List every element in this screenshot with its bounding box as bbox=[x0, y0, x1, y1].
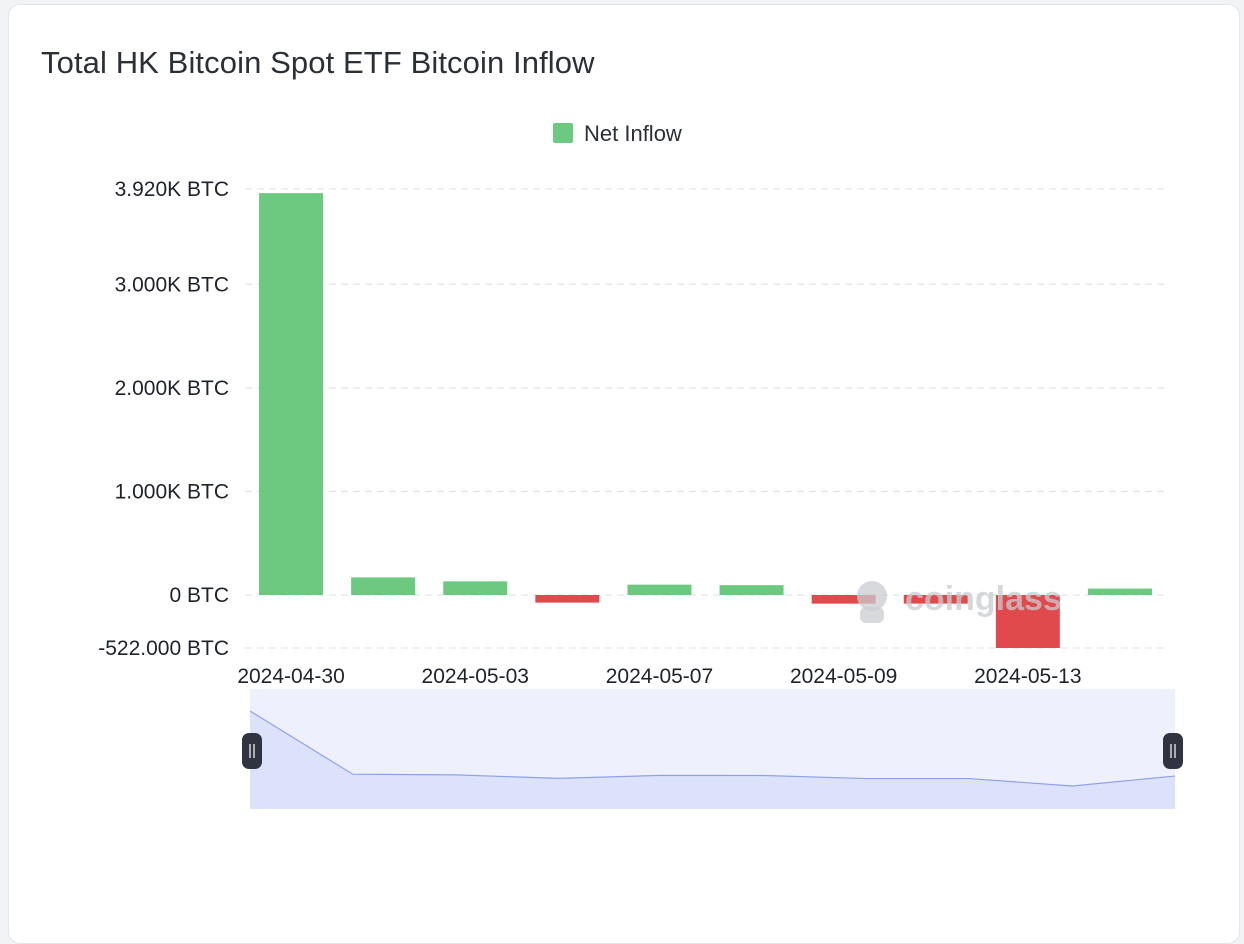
bar[interactable] bbox=[719, 585, 784, 595]
legend-swatch[interactable] bbox=[553, 123, 573, 143]
y-tick-label: 3.920K BTC bbox=[115, 178, 229, 201]
y-tick-label: 2.000K BTC bbox=[115, 377, 229, 400]
watermark-text: coinglass bbox=[905, 580, 1062, 618]
legend-label[interactable]: Net Inflow bbox=[584, 121, 682, 146]
bar[interactable] bbox=[443, 581, 508, 595]
x-tick-label: 2024-05-09 bbox=[790, 665, 897, 688]
bar[interactable] bbox=[903, 595, 968, 604]
zoom-handle-right[interactable] bbox=[1163, 733, 1183, 769]
x-tick-label: 2024-05-13 bbox=[974, 665, 1081, 688]
zoom-preview-area bbox=[250, 711, 1175, 809]
zoom-handle-left[interactable] bbox=[242, 733, 262, 769]
bar[interactable] bbox=[627, 584, 692, 595]
watermark-logo-icon bbox=[857, 581, 887, 611]
y-tick-label: 1.000K BTC bbox=[115, 480, 229, 503]
watermark-logo-body bbox=[860, 607, 884, 623]
x-tick-label: 2024-05-03 bbox=[422, 665, 529, 688]
bar[interactable] bbox=[535, 595, 600, 603]
y-tick-label: 3.000K BTC bbox=[115, 273, 229, 296]
chart-title: Total HK Bitcoin Spot ETF Bitcoin Inflow bbox=[41, 45, 595, 80]
y-tick-label: -522.000 BTC bbox=[98, 637, 229, 660]
zoom-preview-line bbox=[249, 710, 1176, 787]
x-tick-label: 2024-05-07 bbox=[606, 665, 713, 688]
bar[interactable] bbox=[1087, 588, 1152, 595]
bar[interactable] bbox=[995, 595, 1060, 648]
y-tick-label: 0 BTC bbox=[169, 584, 229, 607]
bar[interactable] bbox=[811, 595, 876, 604]
bar[interactable] bbox=[351, 577, 416, 595]
x-tick-label: 2024-04-30 bbox=[237, 665, 344, 688]
bar[interactable] bbox=[259, 193, 324, 595]
